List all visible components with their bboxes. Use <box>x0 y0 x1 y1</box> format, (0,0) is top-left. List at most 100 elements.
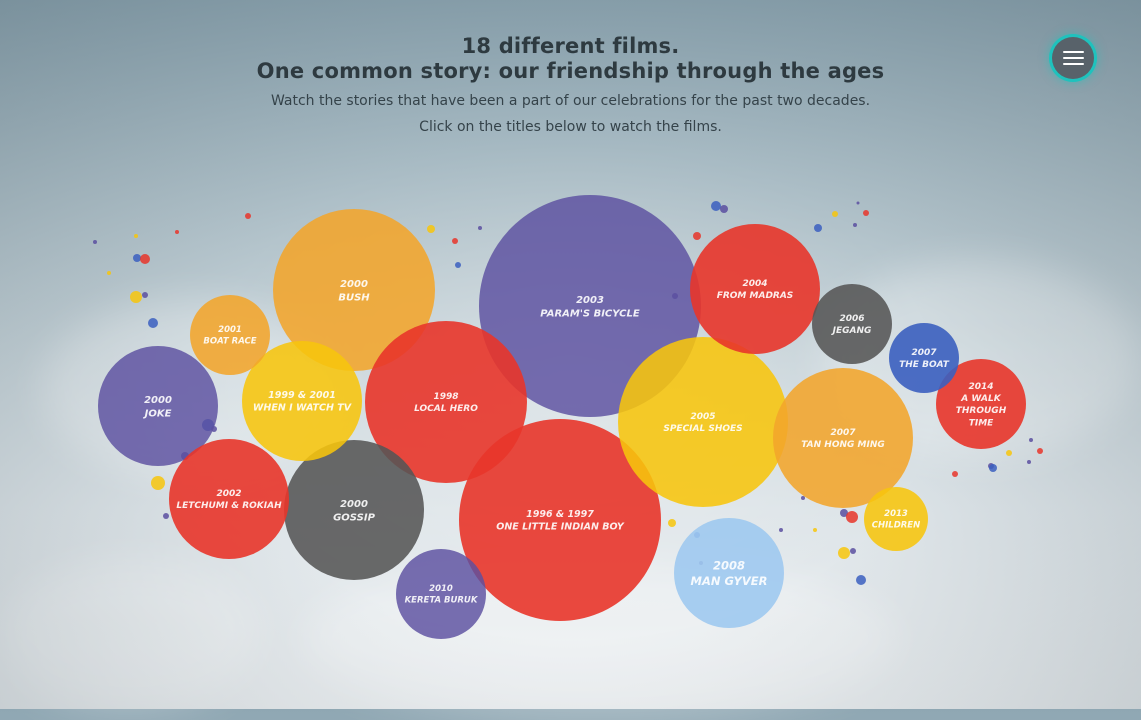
film-year-label: 2013 <box>884 509 908 519</box>
film-bubble-kereta-buruk[interactable]: 2010 KERETA BURUK <box>396 549 486 639</box>
film-year-label: 2005 <box>690 412 715 422</box>
confetti-dot <box>840 509 848 517</box>
confetti-dot <box>452 238 458 244</box>
confetti-dot <box>175 230 179 234</box>
confetti-dot <box>134 234 138 238</box>
film-year-label: 2008 <box>713 558 745 572</box>
confetti-dot <box>140 254 150 264</box>
confetti-dot <box>813 528 817 532</box>
film-title-label: BUSH <box>338 292 370 303</box>
confetti-dot <box>148 318 158 328</box>
film-year-label: 2007 <box>911 348 937 358</box>
page-subtitle-line2: Click on the titles below to watch the f… <box>419 119 722 135</box>
film-title-label: THE BOAT <box>899 360 950 370</box>
page-title-line2: One common story: our friendship through… <box>256 59 885 83</box>
film-bubble-special-shoes[interactable]: 2005 SPECIAL SHOES <box>618 337 788 507</box>
film-title-label: BOAT RACE <box>203 337 256 347</box>
confetti-dot <box>801 496 805 500</box>
film-bubble-the-boat[interactable]: 2007 THE BOAT <box>889 323 959 393</box>
film-year-label: 2001 <box>218 325 242 335</box>
confetti-dot <box>130 291 142 303</box>
film-year-label: 2014 <box>968 382 993 392</box>
confetti-dot <box>142 292 148 298</box>
film-bubble-circle <box>618 337 788 507</box>
film-year-label: 2003 <box>576 295 604 306</box>
film-bubble-boat-race[interactable]: 2001 BOAT RACE <box>190 295 270 375</box>
film-year-label: 2000 <box>340 279 368 290</box>
confetti-dot <box>1006 450 1012 456</box>
film-title-label: CHILDREN <box>872 521 920 531</box>
confetti-dot <box>478 226 482 230</box>
film-bubble-circle <box>273 209 435 371</box>
film-title-label: TIME <box>969 418 994 428</box>
film-bubble-circle <box>242 341 362 461</box>
film-bubble-local-hero[interactable]: 1998 LOCAL HERO <box>365 321 527 483</box>
film-bubble-jegang[interactable]: 2006 JEGANG <box>812 284 892 364</box>
film-year-label: 2002 <box>216 489 241 499</box>
film-bubble-a-walk-through-time[interactable]: 2014 A WALK THROUGH TIME <box>936 359 1026 449</box>
confetti-dot <box>989 464 997 472</box>
confetti-dot <box>93 240 97 244</box>
film-title-label: TAN HONG MING <box>801 440 885 450</box>
film-bubble-circle <box>773 368 913 508</box>
confetti-dot <box>832 211 838 217</box>
confetti-dot <box>838 547 850 559</box>
film-bubble-man-gyver[interactable]: 2008 MAN GYVER <box>674 518 784 628</box>
confetti-dot <box>846 511 858 523</box>
film-bubble-circle <box>396 549 486 639</box>
confetti-dot <box>779 528 783 532</box>
confetti-dot <box>163 513 169 519</box>
film-title-label: LOCAL HERO <box>414 404 478 414</box>
film-bubble-when-i-watch-tv[interactable]: 1999 & 2001 WHEN I WATCH TV <box>242 341 362 461</box>
film-bubble-gossip[interactable]: 2000 GOSSIP <box>284 440 424 580</box>
film-year-label: 2010 <box>429 584 453 594</box>
film-year-label: 2004 <box>742 279 767 289</box>
film-bubble-tan-hong-ming[interactable]: 2007 TAN HONG MING <box>773 368 913 508</box>
film-title-label: FROM MADRAS <box>717 291 794 301</box>
confetti-dot <box>668 519 676 527</box>
confetti-dot <box>427 225 435 233</box>
film-bubble-children[interactable]: 2013 CHILDREN <box>864 487 928 551</box>
film-bubble-circle <box>674 518 784 628</box>
film-title-label: JOKE <box>143 408 172 419</box>
confetti-dot <box>107 271 111 275</box>
confetti-dot <box>850 548 856 554</box>
film-title-label: PARAM'S BICYCLE <box>540 308 640 319</box>
page-header: 18 different films. One common story: ou… <box>0 34 1141 136</box>
confetti-dot <box>853 223 857 227</box>
hamburger-menu-icon <box>1062 51 1084 53</box>
confetti-dot <box>856 575 866 585</box>
confetti-dot <box>1029 438 1033 442</box>
film-bubble-from-madras[interactable]: 2004 FROM MADRAS <box>690 224 820 354</box>
film-bubble-circle <box>936 359 1026 449</box>
film-year-label: 2000 <box>340 499 368 510</box>
film-bubble-circle <box>284 440 424 580</box>
confetti-dot <box>245 213 251 219</box>
film-year-label: 2006 <box>839 314 864 324</box>
film-title-label: KERETA BURUK <box>405 596 479 606</box>
film-year-label: 2000 <box>144 395 172 406</box>
film-bubble-circle <box>864 487 928 551</box>
confetti-dot <box>133 254 141 262</box>
film-bubble-circle <box>812 284 892 364</box>
film-title-label: ONE LITTLE INDIAN BOY <box>496 522 625 533</box>
film-title-label: MAN GYVER <box>691 574 768 588</box>
confetti-dot <box>952 471 958 477</box>
film-title-label: THROUGH <box>956 406 1007 416</box>
page-subtitle-line1: Watch the stories that have been a part … <box>270 93 871 109</box>
film-title-label: A WALK <box>960 394 1001 404</box>
menu-button[interactable] <box>1052 37 1094 79</box>
film-bubble-circle <box>98 346 218 466</box>
film-year-label: 1998 <box>433 392 458 402</box>
confetti-dot <box>814 224 822 232</box>
film-bubble-circle <box>190 295 270 375</box>
film-year-label: 1996 & 1997 <box>526 509 594 520</box>
film-bubble-letchumi-rokiah[interactable]: 2002 LETCHUMI & ROKIAH <box>169 439 289 559</box>
confetti-dot <box>151 476 165 490</box>
film-bubble-one-little-indian-boy[interactable]: 1996 & 1997 ONE LITTLE INDIAN BOY <box>459 419 661 621</box>
confetti-dot <box>856 201 860 205</box>
page-title-line1: 18 different films. <box>461 34 680 58</box>
film-bubble-joke[interactable]: 2000 JOKE <box>98 346 218 466</box>
film-bubble-bush[interactable]: 2000 BUSH <box>273 209 435 371</box>
